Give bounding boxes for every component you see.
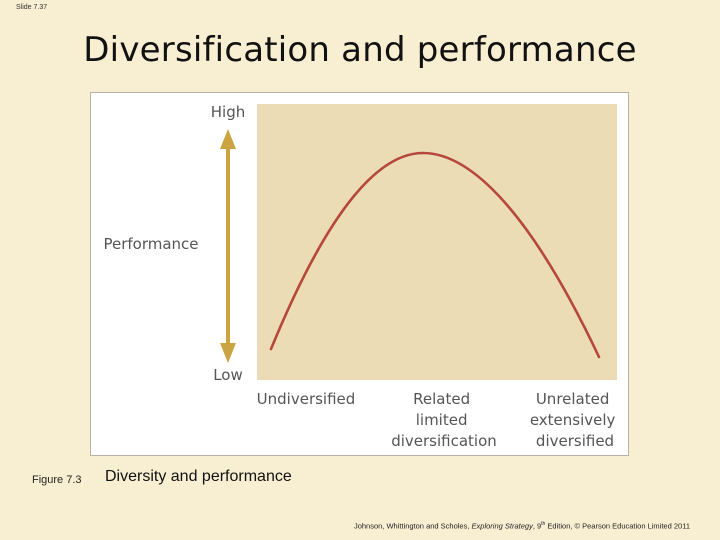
- arrow-head-down-icon: [220, 343, 236, 363]
- slide-title: Diversification and performance: [83, 30, 637, 70]
- figure-caption: Diversity and performance: [105, 468, 292, 485]
- figure-frame: High Low Performance Undiversified Relat…: [90, 92, 629, 456]
- performance-curve: [269, 151, 601, 359]
- y-axis-label: Performance: [103, 235, 198, 253]
- y-high-label: High: [211, 103, 245, 121]
- credit-book: Exploring Strategy: [471, 521, 533, 531]
- source-credit: Johnson, Whittington and Scholes, Explor…: [354, 521, 690, 531]
- credit-rest: Edition, © Pearson Education Limited 201…: [545, 521, 690, 531]
- figure-number: Figure 7.3: [32, 474, 82, 486]
- plot-panel: [257, 104, 617, 380]
- x-category-undiversified: Undiversified: [257, 390, 356, 408]
- figure-diagram: High Low Performance Undiversified Relat…: [103, 103, 620, 450]
- performance-arrow: [220, 129, 236, 363]
- credit-authors: Johnson, Whittington and Scholes,: [353, 521, 470, 531]
- arrow-head-up-icon: [220, 129, 236, 149]
- x-category-unrelated: Unrelated extensively diversified: [530, 390, 620, 450]
- x-category-related: Related limited diversification: [391, 390, 497, 450]
- slide-number: Slide 7.37: [16, 4, 48, 11]
- credit-edition-sup: th: [541, 521, 546, 527]
- y-low-label: Low: [213, 366, 243, 384]
- credit-edition: , 9: [532, 521, 542, 531]
